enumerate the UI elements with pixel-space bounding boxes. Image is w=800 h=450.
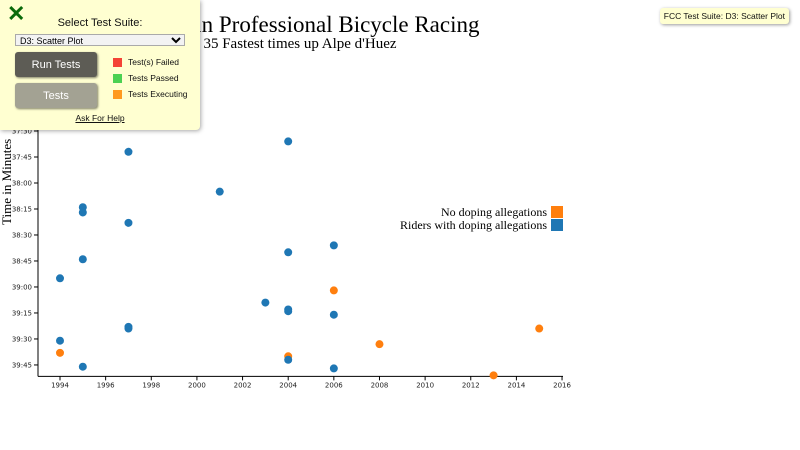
y-axis-label: Time in Minutes xyxy=(0,139,14,225)
x-tick-label: 1998 xyxy=(142,381,160,389)
data-point xyxy=(78,255,87,264)
legend-swatch xyxy=(551,206,563,218)
data-point xyxy=(215,187,224,196)
x-tick-label: 2004 xyxy=(279,381,297,389)
legend-label: No doping allegations xyxy=(441,205,547,219)
failed-swatch xyxy=(113,57,122,67)
data-point xyxy=(124,147,133,156)
y-tick-label: 39:45 xyxy=(12,361,32,369)
x-tick-label: 2014 xyxy=(507,381,525,389)
select-suite-label: Select Test Suite: xyxy=(57,17,143,29)
chart-subtitle: 35 Fastest times up Alpe d'Huez xyxy=(203,36,396,52)
executing-swatch xyxy=(113,89,122,99)
x-tick-label: 1996 xyxy=(97,381,115,389)
x-tick-label: 2008 xyxy=(371,381,389,389)
data-point xyxy=(329,286,338,295)
legend-executing-label: Tests Executing xyxy=(128,89,188,99)
data-point xyxy=(284,307,293,316)
y-tick-label: 37:45 xyxy=(12,153,32,161)
data-point xyxy=(124,324,133,333)
data-point xyxy=(329,364,338,373)
data-point xyxy=(489,371,498,380)
data-point xyxy=(56,274,64,283)
legend-passed-label: Tests Passed xyxy=(128,73,179,83)
tests-button[interactable]: Tests xyxy=(15,83,97,108)
y-tick-label: 38:45 xyxy=(12,257,32,265)
y-tick-label: 37:30 xyxy=(12,128,32,136)
data-point xyxy=(284,248,293,257)
data-point xyxy=(78,208,87,217)
y-tick-label: 38:00 xyxy=(12,179,32,187)
data-point xyxy=(535,324,544,333)
test-suite-panel: ✕ Select Test Suite: D3: Scatter Plot Ru… xyxy=(0,0,200,130)
axes: 1994 1996 1998 2000 2002 2004 2006 2008 2010 2012… xyxy=(12,60,571,389)
legend-passed: Tests Passed xyxy=(113,73,179,83)
x-tick-label: 2012 xyxy=(462,381,480,389)
y-tick-label: 38:30 xyxy=(12,231,32,239)
y-tick-label: 39:00 xyxy=(12,283,32,291)
x-tick-label: 2010 xyxy=(416,381,434,389)
fcc-test-suite-badge[interactable]: FCC Test Suite: D3: Scatter Plot xyxy=(659,8,789,24)
data-point xyxy=(56,348,64,357)
passed-swatch xyxy=(113,73,122,83)
x-tick-label: 1994 xyxy=(51,381,69,389)
data-point xyxy=(329,241,338,250)
data-point xyxy=(261,298,270,307)
y-tick-label: 38:15 xyxy=(12,205,32,213)
data-point xyxy=(284,137,293,146)
legend-swatch xyxy=(551,219,563,231)
data-point xyxy=(329,310,338,319)
data-point xyxy=(124,218,133,227)
y-tick-label: 39:15 xyxy=(12,309,32,317)
legend-failed-label: Test(s) Failed xyxy=(128,57,180,67)
data-point xyxy=(375,340,384,349)
x-tick-label: 2002 xyxy=(234,381,252,389)
data-point xyxy=(284,355,293,364)
x-tick-label: 2016 xyxy=(553,381,571,389)
ask-for-help-link[interactable]: Ask For Help xyxy=(75,113,125,123)
x-tick-label: 2006 xyxy=(325,381,343,389)
legend-executing: Tests Executing xyxy=(113,89,188,99)
x-tick-label: 2000 xyxy=(188,381,206,389)
legend-label: Riders with doping allegations xyxy=(400,218,547,232)
data-point xyxy=(56,336,64,345)
run-tests-button[interactable]: Run Tests xyxy=(15,52,97,77)
legend-failed: Test(s) Failed xyxy=(113,57,179,67)
points xyxy=(56,137,544,380)
test-suite-select[interactable]: D3: Scatter Plot xyxy=(15,34,185,46)
close-icon[interactable]: ✕ xyxy=(7,1,26,26)
data-point xyxy=(78,362,87,371)
y-tick-label: 39:30 xyxy=(12,335,32,343)
